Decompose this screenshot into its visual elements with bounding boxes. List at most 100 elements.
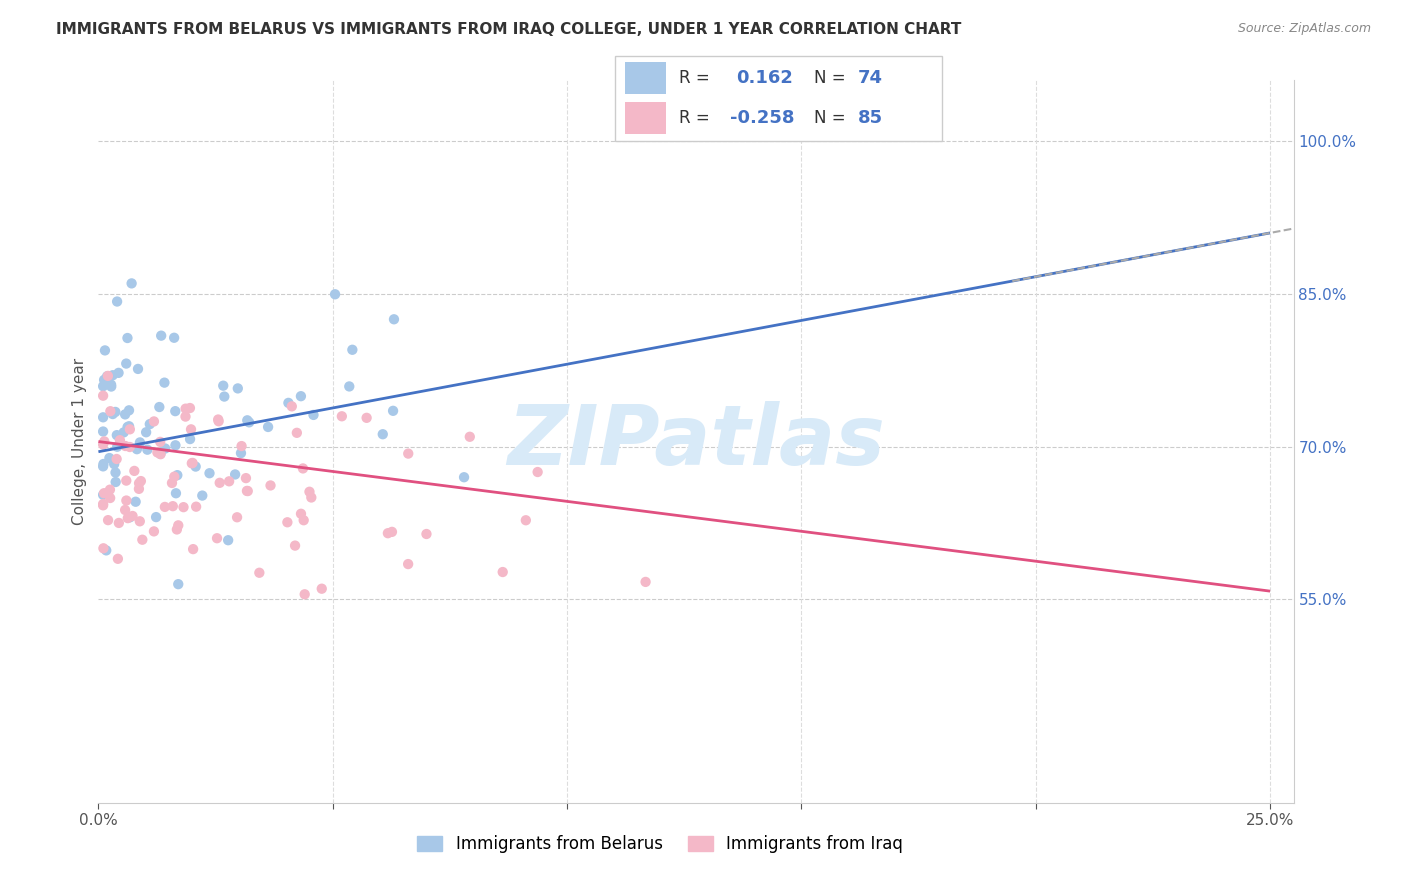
Point bbox=[121, 508, 143, 523]
Point bbox=[235, 471, 257, 485]
Point bbox=[98, 404, 121, 418]
Point bbox=[277, 396, 299, 410]
Point bbox=[93, 434, 115, 449]
Point bbox=[97, 368, 120, 383]
Point bbox=[330, 409, 353, 424]
Point bbox=[105, 440, 128, 454]
Point bbox=[115, 493, 138, 508]
Point bbox=[104, 466, 127, 480]
Point bbox=[91, 459, 114, 474]
Point bbox=[96, 369, 118, 384]
Point bbox=[142, 524, 165, 539]
Point bbox=[259, 478, 281, 492]
Point bbox=[162, 499, 184, 513]
Point bbox=[198, 467, 221, 481]
Point bbox=[115, 474, 138, 488]
Point bbox=[634, 574, 657, 589]
Point bbox=[114, 439, 136, 453]
Point bbox=[91, 497, 114, 511]
Point bbox=[135, 425, 157, 440]
Point bbox=[212, 378, 235, 392]
Point bbox=[311, 582, 333, 596]
Point bbox=[231, 439, 253, 453]
Point bbox=[153, 500, 176, 514]
Point bbox=[98, 483, 121, 497]
Text: ZIPatlas: ZIPatlas bbox=[508, 401, 884, 482]
Point bbox=[91, 437, 114, 451]
Point bbox=[128, 482, 150, 496]
Point bbox=[377, 526, 399, 541]
Text: Source: ZipAtlas.com: Source: ZipAtlas.com bbox=[1237, 22, 1371, 36]
Point bbox=[214, 390, 236, 404]
Point bbox=[526, 465, 548, 479]
FancyBboxPatch shape bbox=[626, 102, 665, 134]
Point bbox=[139, 417, 162, 431]
Point bbox=[191, 489, 214, 503]
Point bbox=[125, 442, 148, 457]
Point bbox=[105, 294, 128, 309]
Point bbox=[217, 533, 239, 548]
Point bbox=[104, 405, 127, 419]
Text: R =: R = bbox=[679, 69, 710, 87]
Point bbox=[180, 422, 202, 436]
Point bbox=[112, 425, 135, 440]
Point bbox=[166, 468, 188, 483]
Point bbox=[458, 430, 481, 444]
Text: N =: N = bbox=[814, 109, 845, 127]
Point bbox=[114, 503, 136, 517]
Point bbox=[382, 404, 405, 418]
Point bbox=[117, 331, 139, 345]
Point bbox=[208, 414, 231, 428]
Point bbox=[184, 500, 207, 514]
Point bbox=[153, 442, 176, 456]
Point bbox=[290, 389, 312, 403]
Text: -0.258: -0.258 bbox=[730, 109, 794, 127]
Text: N =: N = bbox=[814, 69, 845, 87]
Point bbox=[181, 456, 204, 470]
Point bbox=[104, 475, 127, 489]
Point bbox=[149, 447, 172, 461]
Point bbox=[105, 452, 128, 467]
Point bbox=[415, 527, 437, 541]
Point bbox=[302, 408, 325, 422]
Point bbox=[174, 409, 197, 424]
Point bbox=[181, 542, 204, 557]
Point bbox=[91, 379, 114, 393]
Point bbox=[149, 447, 172, 461]
Point bbox=[492, 565, 515, 579]
Point bbox=[371, 427, 394, 442]
Point bbox=[299, 491, 322, 505]
Point bbox=[208, 475, 231, 490]
Point bbox=[396, 447, 419, 461]
FancyBboxPatch shape bbox=[626, 62, 665, 94]
Text: 85: 85 bbox=[858, 109, 883, 127]
Point bbox=[236, 483, 259, 498]
Point bbox=[149, 434, 172, 449]
Point bbox=[108, 433, 131, 447]
Text: IMMIGRANTS FROM BELARUS VS IMMIGRANTS FROM IRAQ COLLEGE, UNDER 1 YEAR CORRELATIO: IMMIGRANTS FROM BELARUS VS IMMIGRANTS FR… bbox=[56, 22, 962, 37]
Point bbox=[127, 362, 149, 376]
Point bbox=[276, 516, 298, 530]
Point bbox=[117, 420, 139, 434]
Point bbox=[167, 577, 190, 591]
Point bbox=[136, 442, 159, 457]
Point bbox=[285, 425, 308, 440]
Point bbox=[294, 587, 316, 601]
Point bbox=[118, 419, 141, 434]
Legend: Immigrants from Belarus, Immigrants from Iraq: Immigrants from Belarus, Immigrants from… bbox=[411, 828, 910, 860]
Point bbox=[165, 438, 187, 452]
Point bbox=[105, 428, 128, 442]
Point bbox=[93, 541, 115, 556]
Point bbox=[124, 464, 146, 478]
Point bbox=[226, 381, 249, 395]
Point bbox=[124, 494, 146, 508]
Point bbox=[226, 510, 249, 524]
Point bbox=[128, 514, 150, 528]
Point bbox=[257, 420, 280, 434]
Point bbox=[342, 343, 364, 357]
FancyBboxPatch shape bbox=[614, 56, 942, 141]
Point bbox=[382, 312, 405, 326]
Point bbox=[515, 513, 537, 527]
Point bbox=[179, 432, 201, 446]
Point bbox=[91, 389, 114, 403]
